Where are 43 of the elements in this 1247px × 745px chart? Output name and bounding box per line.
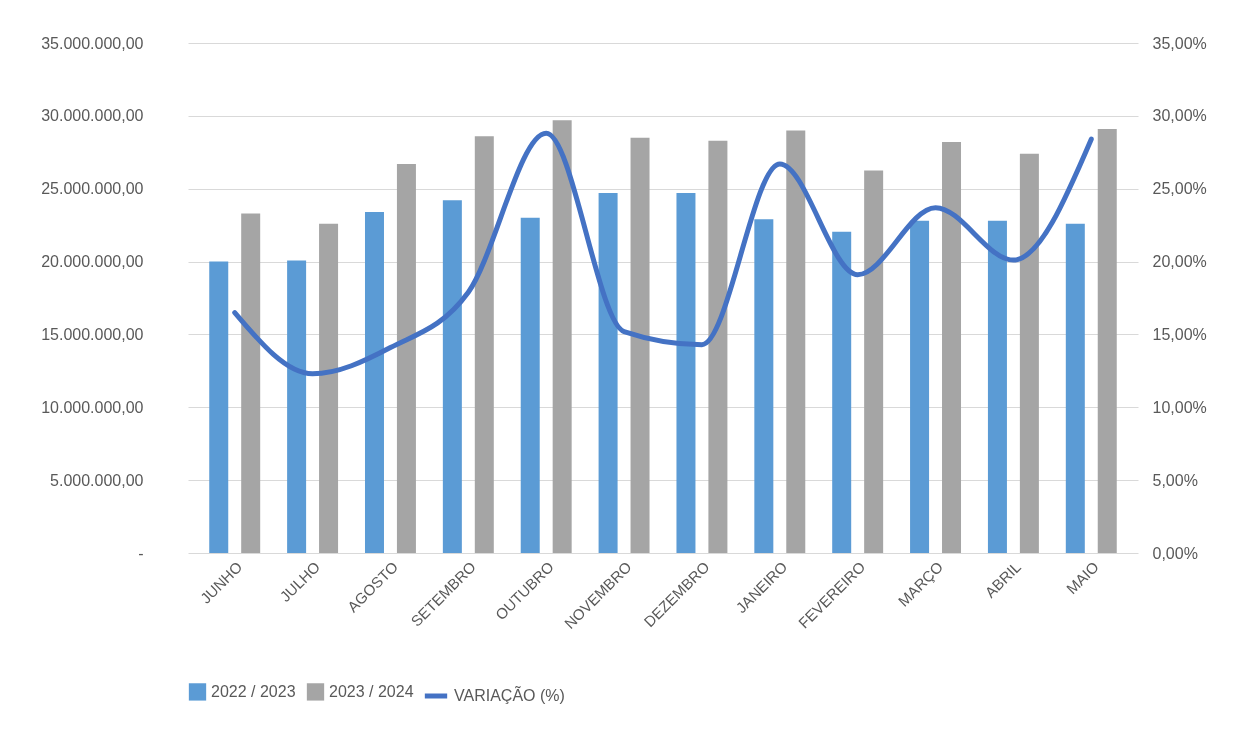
bar: [364, 212, 384, 553]
bar: [1065, 223, 1085, 553]
y-tick-label: 20.000.000,00: [41, 253, 144, 271]
legend-label: VARIAÇÃO (%): [454, 685, 565, 704]
y-tick-label: 10.000.000,00: [41, 398, 144, 416]
bar: [396, 163, 416, 553]
legend-label: 2023 / 2024: [329, 682, 414, 700]
y-tick-label: 25.000.000,00: [41, 180, 144, 198]
bar: [832, 231, 852, 553]
bar: [442, 200, 462, 553]
y2-tick-label: 20,00%: [1152, 253, 1207, 271]
bar: [474, 136, 494, 553]
bar: [1019, 153, 1039, 553]
bar: [630, 137, 650, 553]
y-tick-label: 15.000.000,00: [41, 325, 144, 343]
bar: [520, 217, 540, 553]
y2-tick-label: 10,00%: [1152, 398, 1207, 416]
y2-tick-label: 0,00%: [1152, 544, 1198, 562]
y2-tick-label: 35,00%: [1152, 34, 1207, 52]
y2-tick-label: 25,00%: [1152, 180, 1207, 198]
bar: [676, 193, 696, 553]
y-tick-label: 5.000.000,00: [50, 471, 144, 489]
bar: [552, 120, 572, 553]
bar: [942, 142, 962, 553]
y2-tick-label: 15,00%: [1152, 325, 1207, 343]
legend-label: 2022 / 2023: [211, 682, 296, 700]
y-tick-label: 35.000.000,00: [41, 34, 144, 52]
y-tick-label: -: [138, 544, 144, 562]
bar: [287, 260, 307, 553]
y2-tick-label: 30,00%: [1152, 107, 1207, 125]
bar: [786, 130, 806, 553]
bar: [910, 220, 930, 553]
bar: [708, 140, 728, 553]
bar: [241, 213, 261, 553]
bar: [1097, 128, 1117, 553]
bar: [754, 219, 774, 553]
bar: [864, 170, 884, 553]
bar: [598, 193, 618, 553]
y-tick-label: 30.000.000,00: [41, 107, 144, 125]
bar: [209, 261, 229, 553]
bar: [319, 223, 339, 553]
y2-tick-label: 5,00%: [1152, 471, 1198, 489]
bar: [987, 220, 1007, 553]
